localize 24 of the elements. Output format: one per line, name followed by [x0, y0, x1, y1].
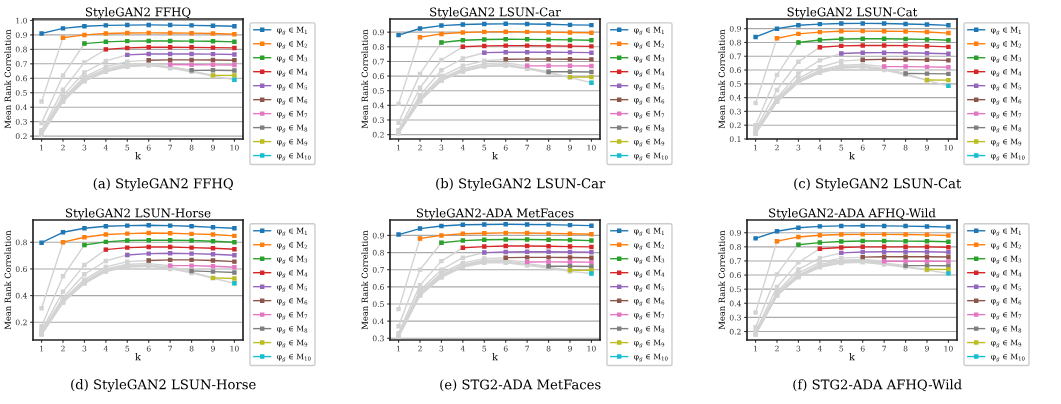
text: (e) STG2-ADA MetFaces — [440, 379, 601, 392]
chart-title: StyleGAN2 LSUN-Cat — [787, 7, 918, 19]
x-axis-title: k — [492, 151, 499, 160]
chart-title: StyleGAN2 LSUN-Car — [430, 7, 561, 19]
x-axis-title: k — [492, 352, 499, 361]
x-axis-title: k — [135, 151, 142, 160]
text: (c) StyleGAN2 LSUN-Cat — [794, 178, 962, 192]
chart-title: StyleGAN2-ADA MetFaces — [416, 208, 574, 220]
text: (d) StyleGAN2 LSUN-Horse — [71, 379, 256, 393]
x-axis-title: k — [849, 151, 856, 160]
chart-title: StyleGAN2 LSUN-Horse — [65, 208, 211, 220]
x-axis-title: k — [849, 352, 856, 361]
y-axis-title: Mean Rank Correlation — [718, 230, 725, 330]
text: (f) STG2-ADA AFHQ-Wild — [793, 379, 962, 392]
chart-title: StyleGAN2 FFHQ — [85, 7, 191, 19]
chart-title: StyleGAN2-ADA AFHQ-Wild — [769, 208, 936, 220]
y-axis-title: Mean Rank Correlation — [4, 230, 11, 330]
text: (a) StyleGAN2 FFHQ — [93, 178, 233, 192]
y-axis-title: Mean Rank Correlation — [718, 29, 725, 129]
y-axis-title: Mean Rank Correlation — [4, 29, 11, 129]
y-axis-title: Mean Rank Correlation — [361, 29, 368, 129]
y-axis-title: Mean Rank Correlation — [361, 230, 368, 330]
x-axis-title: k — [135, 352, 142, 361]
text: (b) StyleGAN2 LSUN-Car — [436, 178, 606, 192]
